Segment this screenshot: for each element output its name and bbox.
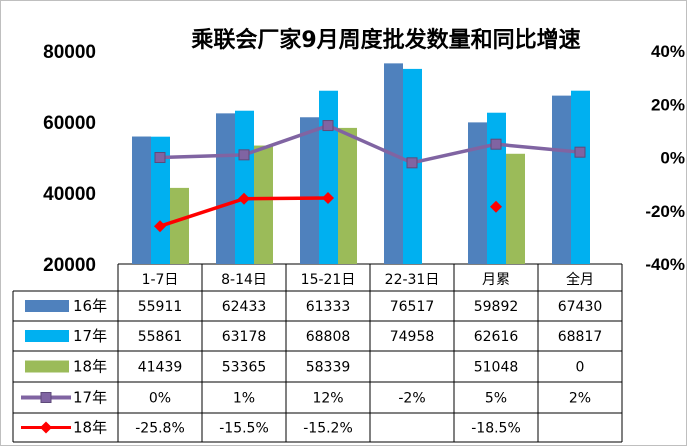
legend-label-1: 17年 (73, 327, 107, 345)
cell-0-1-7日: 55911 (138, 299, 183, 315)
y2-tick-0%: 0% (660, 149, 685, 168)
y2-tick-40%: 40% (651, 42, 685, 61)
legend-label-3: 17年 (73, 389, 107, 407)
cell-3-8-14日: 1% (233, 391, 255, 407)
bar-16年-22-31日 (384, 63, 403, 264)
chart-title: 乘联会厂家9月周度批发数量和同比增速 (190, 27, 580, 53)
point-18年-8-14日 (238, 192, 250, 205)
bars-layer (132, 63, 590, 265)
y2-tick--20%: -20% (645, 202, 685, 221)
lines-layer (154, 120, 586, 233)
category-22-31日: 22-31日 (385, 272, 440, 288)
y2-tick-20%: 20% (651, 95, 685, 114)
line-17年-0 (159, 123, 581, 165)
category-1-7日: 1-7日 (142, 272, 179, 288)
table-grid (12, 263, 623, 443)
y-tick-20000: 20000 (43, 255, 96, 276)
y-tick-80000: 80000 (43, 42, 96, 63)
bar-17年-8-14日 (235, 110, 254, 264)
cell-0-8-14日: 62433 (222, 299, 267, 315)
cell-1-1-7日: 55861 (138, 329, 183, 345)
cell-3-月累: 5% (485, 391, 507, 407)
legend-key-17年-1 (25, 330, 69, 342)
point-17年-15-21日 (322, 120, 334, 132)
y-tick-60000: 60000 (43, 113, 96, 134)
legend-label-2: 18年 (73, 358, 107, 376)
bar-18年-8-14日 (254, 145, 273, 264)
cell-4-8-14日: -15.5% (219, 421, 269, 437)
y-tick-40000: 40000 (43, 184, 96, 205)
bar-16年-1-7日 (132, 136, 151, 264)
point-18年-月累 (490, 200, 502, 213)
bar-18年-1-7日 (170, 187, 189, 264)
legend-key-marker-4 (40, 421, 52, 434)
legend-key-18年-2 (25, 360, 69, 373)
point-17年-1-7日 (154, 152, 166, 163)
legend-key-marker-3 (40, 392, 52, 403)
point-17年-全月 (574, 146, 586, 158)
bar-16年-全月 (552, 95, 571, 264)
y2-tick--40%: -40% (645, 255, 685, 274)
axis-ticks: 80000 60000 40000 20000 40% 20% 0% -20% -40% (43, 42, 685, 276)
data-table: 1-7日 8-14日 15-21日 22-31日 月累 全月 16年 55911 62433 61… (21, 271, 602, 437)
point-18年-15-21日 (322, 191, 334, 204)
legend-label-0: 16年 (73, 297, 107, 315)
cell-1-22-31日: 74958 (390, 329, 435, 345)
bar-17年-全月 (571, 90, 590, 265)
legend-label-4: 18年 (73, 419, 107, 437)
cell-0-22-31日: 76517 (390, 299, 435, 315)
cell-3-15-21日: 12% (312, 391, 343, 407)
point-17年-22-31日 (406, 157, 418, 169)
category-8-14日: 8-14日 (221, 272, 267, 288)
point-17年-月累 (490, 138, 502, 150)
bar-18年-月累 (506, 153, 525, 264)
cell-2-15-21日: 58339 (306, 360, 351, 376)
bar-16年-8-14日 (216, 113, 235, 264)
bar-16年-15-21日 (300, 117, 319, 264)
cell-4-15-21日: -15.2% (303, 421, 353, 437)
cell-3-全月: 2% (569, 391, 591, 407)
cell-2-月累: 51048 (474, 360, 519, 376)
cell-2-1-7日: 41439 (138, 360, 183, 376)
category-15-21日: 15-21日 (301, 272, 356, 288)
cell-0-15-21日: 61333 (306, 299, 351, 315)
bar-17年-月累 (487, 112, 506, 265)
bar-17年-1-7日 (151, 136, 170, 264)
cell-0-全月: 67430 (558, 299, 603, 315)
cell-0-月累: 59892 (474, 299, 519, 315)
cell-1-8-14日: 63178 (222, 329, 267, 345)
point-18年-1-7日 (154, 220, 166, 233)
point-17年-8-14日 (238, 149, 250, 161)
legend-key-16年-0 (25, 300, 69, 312)
cell-4-1-7日: -25.8% (135, 421, 185, 437)
cell-4-月累: -18.5% (471, 421, 521, 437)
bar-18年-15-21日 (338, 127, 357, 265)
bar-17年-15-21日 (319, 90, 338, 264)
category-全月: 全月 (566, 271, 594, 288)
category-月累: 月累 (482, 272, 510, 288)
cell-2-全月: 0 (576, 360, 585, 376)
bar-16年-月累 (468, 122, 487, 265)
cell-2-8-14日: 53365 (222, 360, 267, 376)
cell-1-月累: 62616 (474, 329, 519, 345)
cell-1-全月: 68817 (558, 329, 603, 345)
cell-1-15-21日: 68808 (306, 329, 351, 345)
cell-3-1-7日: 0% (149, 391, 171, 407)
cell-3-22-31日: -2% (398, 391, 425, 407)
